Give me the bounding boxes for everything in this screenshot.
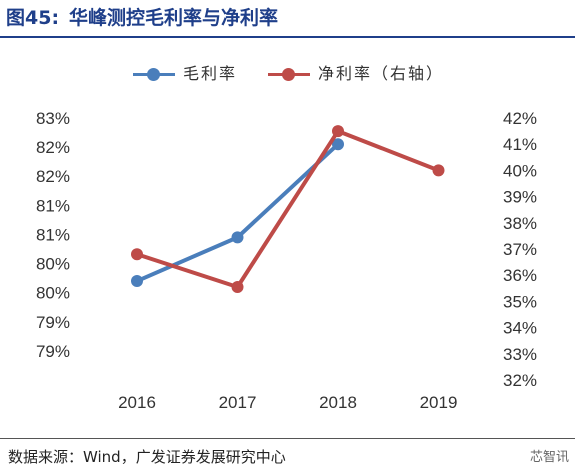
right-axis-tick-label: 42% — [503, 109, 537, 128]
data-point-gross-margin — [332, 138, 344, 151]
right-axis-tick-label: 37% — [503, 240, 537, 259]
source-note: 数据来源：Wind，广发证券发展研究中心 — [8, 448, 286, 466]
title-rule — [0, 36, 575, 38]
data-point-net-margin — [131, 248, 143, 261]
footer-rule — [0, 438, 575, 439]
series-line-net-margin — [135, 129, 441, 289]
legend-marker-net-margin — [282, 68, 295, 81]
right-axis-tick-label: 34% — [503, 319, 537, 338]
left-axis-tick-label: 81% — [36, 196, 70, 215]
series-line-gross-margin — [135, 142, 340, 284]
right-axis-tick-label: 33% — [503, 345, 537, 364]
data-point-gross-margin — [131, 275, 143, 288]
right-axis-tick-label: 38% — [503, 214, 537, 233]
data-point-net-margin — [432, 164, 445, 177]
left-axis-tick-label: 80% — [36, 284, 70, 303]
left-axis: 83% 82% 82% 81% 81% 80% 80% 79% 79% — [36, 109, 70, 361]
left-axis-tick-label: 82% — [36, 167, 70, 186]
data-point-net-margin — [332, 125, 344, 138]
right-axis-tick-label: 41% — [503, 135, 537, 154]
data-point-gross-margin — [231, 231, 244, 244]
left-axis-tick-label: 83% — [36, 109, 70, 128]
x-axis-tick-label: 2019 — [420, 393, 458, 412]
left-axis-tick-label: 80% — [36, 255, 70, 274]
right-axis-tick-label: 36% — [503, 266, 537, 285]
watermark: 芯智讯 — [529, 450, 569, 465]
figure-title-text: 华峰测控毛利率与净利率 — [69, 7, 279, 29]
data-point-net-margin — [231, 280, 244, 293]
right-axis-tick-label: 40% — [503, 161, 537, 180]
x-axis-tick-label: 2017 — [219, 393, 257, 412]
right-axis-tick-label: 32% — [503, 371, 537, 390]
left-axis-tick-label: 81% — [36, 225, 70, 244]
x-axis-tick-label: 2018 — [319, 393, 357, 412]
right-axis: 42% 41% 40% 39% 38% 37% 36% 35% 34% 33% 32% — [503, 109, 537, 390]
legend-marker-gross-margin — [147, 68, 160, 81]
x-axis: 2016 2017 2018 2019 — [118, 393, 457, 412]
legend-label-gross-margin: 毛利率 — [183, 64, 238, 83]
figure-title: 图45: 华峰测控毛利率与净利率 — [6, 2, 278, 34]
right-axis-tick-label: 35% — [503, 292, 537, 311]
series-layer — [131, 125, 445, 293]
right-axis-tick-label: 39% — [503, 188, 537, 207]
left-axis-tick-label: 79% — [36, 313, 70, 332]
chart-legend: 毛利率 净利率（右轴） — [0, 62, 575, 86]
left-axis-tick-label: 82% — [36, 138, 70, 157]
legend-label-net-margin: 净利率（右轴） — [318, 64, 445, 83]
x-axis-tick-label: 2016 — [118, 393, 156, 412]
figure-number: 图45: — [6, 7, 60, 29]
left-axis-tick-label: 79% — [36, 342, 70, 361]
